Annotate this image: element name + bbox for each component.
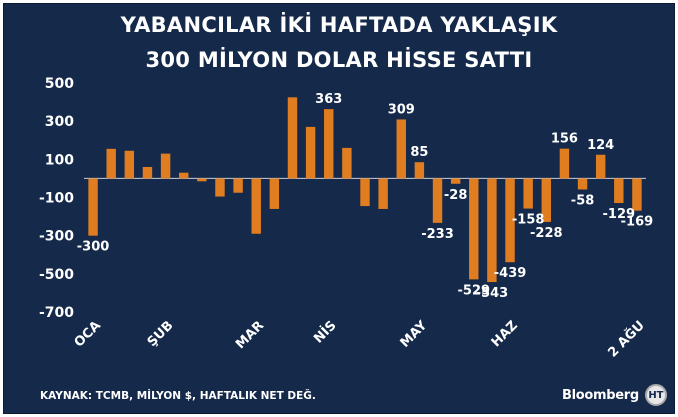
- bar: [324, 109, 334, 179]
- bar: [342, 147, 352, 179]
- bar: [523, 178, 533, 209]
- bar: [396, 119, 406, 179]
- seal-icon: HT: [644, 384, 667, 406]
- data-label: 156: [551, 132, 578, 147]
- data-label: 309: [388, 102, 415, 117]
- bar: [197, 178, 207, 182]
- data-label: -439: [494, 266, 527, 281]
- bar: [287, 97, 298, 179]
- chart-title-line2: 300 MİLYON DOLAR HİSSE SATTI: [145, 48, 533, 72]
- data-label: -300: [77, 240, 110, 255]
- data-label: -169: [621, 215, 654, 230]
- bar: [233, 178, 243, 193]
- bar: [559, 148, 570, 179]
- bar: [505, 178, 515, 263]
- bar: [305, 126, 316, 179]
- bar: [414, 162, 425, 179]
- source-note: KAYNAK: TCMB, MİLYON $, HAFTALIK NET DEĞ…: [40, 390, 316, 402]
- bar: [160, 153, 171, 179]
- y-tick-label: 100: [45, 152, 74, 168]
- chart-title-line1: YABANCILAR İKİ HAFTADA YAKLAŞIK: [120, 13, 558, 37]
- bar: [269, 178, 280, 209]
- data-label: -529: [458, 283, 491, 298]
- bar: [360, 178, 370, 207]
- y-tick-label: 500: [45, 76, 74, 92]
- y-tick-label: -100: [39, 191, 74, 207]
- bar: [432, 178, 443, 223]
- x-tick-label: MAR: [233, 318, 267, 352]
- data-label: 85: [410, 145, 428, 160]
- bar: [595, 154, 606, 179]
- data-label: -233: [421, 227, 454, 242]
- data-label: -129: [603, 207, 636, 222]
- data-label: -543: [476, 286, 509, 301]
- data-label: -28: [444, 188, 468, 203]
- bar: [450, 178, 461, 184]
- bar: [632, 178, 642, 211]
- x-tick-label: HAZ: [489, 318, 521, 350]
- x-tick-label: NİS: [311, 318, 340, 347]
- bar: [106, 148, 116, 179]
- bar: [142, 166, 153, 179]
- bar: [487, 178, 497, 283]
- bar: [378, 178, 388, 209]
- bar-chart: 500300100-100-300-500-700-30036330985-23…: [39, 76, 654, 361]
- bar: [124, 150, 135, 179]
- bar: [614, 178, 624, 204]
- bar: [178, 172, 189, 179]
- x-tick-label: 2 AĞU: [605, 318, 648, 361]
- bar: [577, 178, 588, 190]
- brand-logo: Bloomberg HT: [562, 384, 667, 406]
- x-tick-label: ŞUB: [145, 318, 177, 350]
- data-label: -228: [530, 226, 563, 241]
- y-tick-label: -500: [39, 267, 74, 283]
- y-tick-label: -300: [39, 229, 74, 245]
- data-label: 363: [315, 92, 342, 107]
- y-tick-label: 300: [45, 114, 74, 130]
- data-label: 124: [587, 138, 614, 153]
- bar: [469, 178, 479, 280]
- bar: [215, 178, 225, 197]
- bar: [541, 178, 552, 222]
- data-label: -158: [512, 213, 545, 228]
- y-tick-label: -700: [39, 305, 74, 321]
- bar: [251, 178, 261, 234]
- x-tick-label: MAY: [398, 318, 431, 351]
- chart-panel: YABANCILAR İKİ HAFTADA YAKLAŞIK 300 MİLY…: [3, 3, 675, 414]
- data-label: -58: [571, 193, 595, 208]
- bar: [88, 178, 98, 236]
- bloomberg-logo: Bloomberg: [562, 387, 639, 403]
- x-tick-label: OCA: [72, 318, 104, 350]
